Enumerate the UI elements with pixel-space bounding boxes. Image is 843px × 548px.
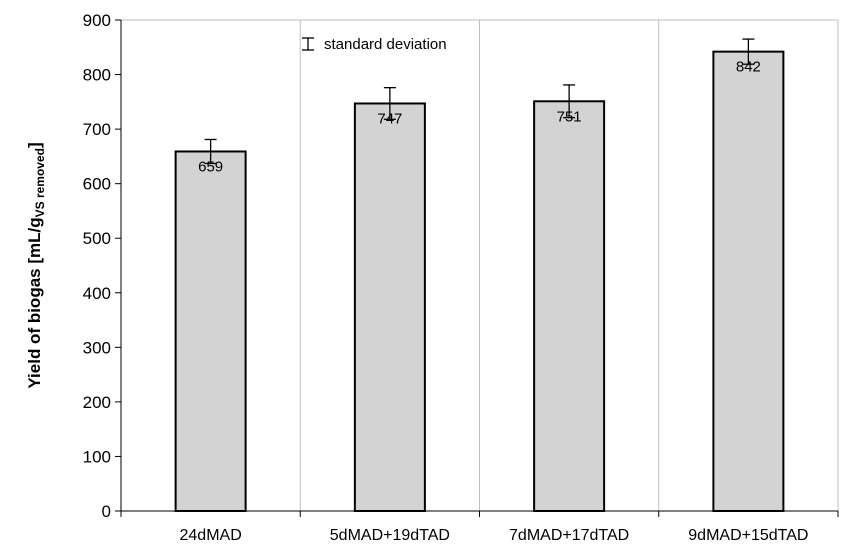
y-axis-title-close: ] bbox=[25, 142, 44, 148]
data-label-4: 842 bbox=[736, 59, 761, 76]
error-bar-4 bbox=[742, 38, 755, 65]
y-tick-label: 300 bbox=[83, 338, 111, 357]
y-tick-label: 700 bbox=[83, 120, 111, 139]
bar-3 bbox=[533, 100, 606, 512]
error-bars bbox=[204, 38, 755, 165]
y-tick-label: 0 bbox=[102, 502, 111, 521]
data-labels: 659 747 751 842 bbox=[198, 59, 761, 176]
x-tick-label: 7dMAD+17dTAD bbox=[509, 527, 629, 544]
x-tick-label: 24dMAD bbox=[180, 527, 242, 544]
y-tick-label: 400 bbox=[83, 284, 111, 303]
y-axis-title-subscript: VS removed bbox=[33, 148, 47, 217]
x-tick-label: 5dMAD+19dTAD bbox=[330, 527, 450, 544]
legend-error-bar-icon bbox=[302, 37, 314, 51]
gridlines bbox=[121, 19, 839, 511]
y-axis-title: Yield of biogas [mL/gVS removed] bbox=[25, 142, 47, 388]
y-tick-label: 100 bbox=[83, 447, 111, 466]
error-bar-3 bbox=[563, 84, 576, 119]
y-tick-label: 500 bbox=[83, 229, 111, 248]
y-tick-label: 600 bbox=[83, 175, 111, 194]
data-label-1: 659 bbox=[198, 158, 223, 175]
y-axis-title-main: Yield of biogas [mL/g bbox=[25, 217, 44, 388]
data-label-3: 751 bbox=[557, 108, 582, 125]
data-label-2: 747 bbox=[377, 110, 402, 127]
x-tick-label: 9dMAD+15dTAD bbox=[688, 527, 808, 544]
y-tick-label: 200 bbox=[83, 393, 111, 412]
bar-4 bbox=[712, 50, 785, 513]
y-tick-label: 800 bbox=[83, 66, 111, 85]
error-bar-1 bbox=[204, 138, 217, 165]
bar-2 bbox=[353, 102, 426, 512]
y-tick-label: 900 bbox=[83, 11, 111, 30]
bars bbox=[174, 50, 785, 513]
axes: 0 100 200 300 400 500 600 700 800 900 24dMAD 5dMAD+… bbox=[83, 11, 839, 544]
bar-1 bbox=[174, 150, 247, 512]
error-bar-2 bbox=[383, 86, 396, 120]
legend-label: standard deviation bbox=[324, 36, 447, 53]
legend: standard deviation bbox=[302, 36, 447, 53]
